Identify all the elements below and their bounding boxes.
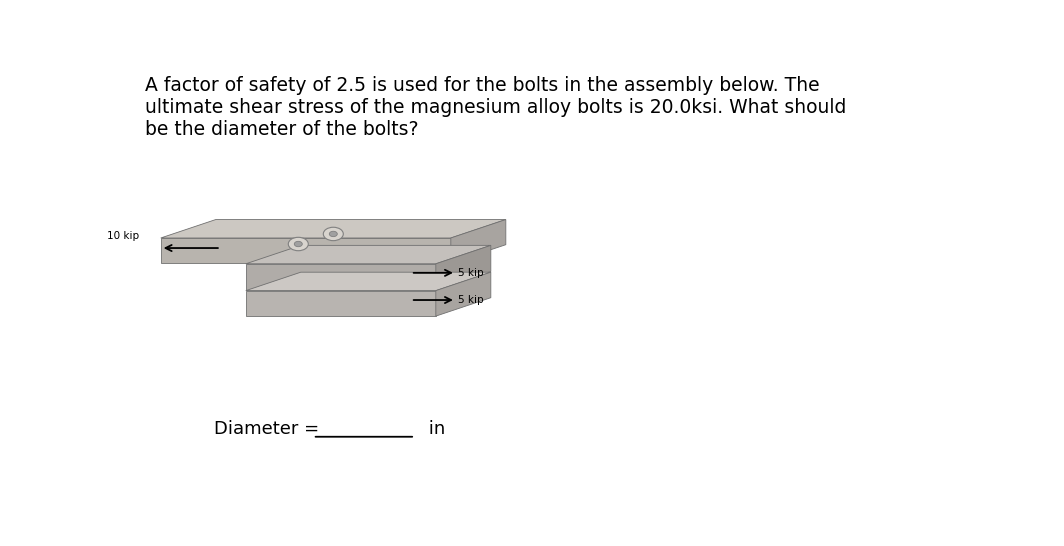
Text: 5 kip: 5 kip	[459, 295, 484, 305]
Polygon shape	[246, 272, 491, 290]
Circle shape	[329, 232, 337, 236]
Polygon shape	[161, 238, 451, 263]
Polygon shape	[451, 219, 505, 263]
Text: in: in	[423, 420, 446, 438]
Polygon shape	[246, 290, 436, 316]
Circle shape	[295, 241, 302, 247]
Circle shape	[323, 227, 344, 241]
Text: 5 kip: 5 kip	[459, 268, 484, 278]
Polygon shape	[436, 272, 491, 316]
Circle shape	[288, 238, 309, 251]
Polygon shape	[161, 219, 505, 238]
Text: 10 kip: 10 kip	[106, 232, 139, 241]
Polygon shape	[436, 245, 491, 290]
Polygon shape	[246, 264, 436, 290]
Text: A factor of safety of 2.5 is used for the bolts in the assembly below. The
ultim: A factor of safety of 2.5 is used for th…	[146, 76, 847, 139]
Text: Diameter =: Diameter =	[214, 420, 325, 438]
Polygon shape	[246, 245, 491, 264]
